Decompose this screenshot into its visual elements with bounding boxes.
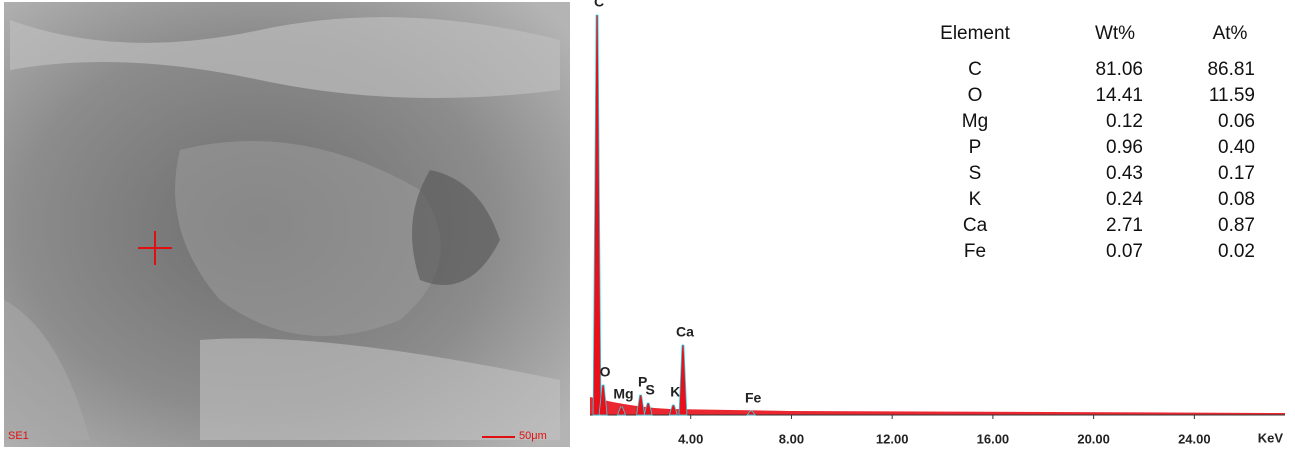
scale-bar-label: 50μm [519, 430, 547, 442]
table-cell: K [969, 189, 982, 210]
composition-table: Element Wt% At% C 81.06 86.81 O 14.41 11.59 Mg 0.1… [940, 23, 1255, 262]
peak-label: C [594, 0, 604, 10]
table-cell: 0.06 [1218, 111, 1255, 132]
table-cell: 0.43 [1106, 163, 1143, 184]
peak [679, 345, 687, 415]
sem-image: SE1 50μm [4, 2, 570, 447]
x-tick-label: 12.00 [876, 431, 909, 446]
table-cell: 0.02 [1218, 241, 1255, 262]
table-cell: 0.17 [1218, 163, 1255, 184]
peak-label: O [600, 364, 611, 380]
table-cell: Fe [964, 241, 986, 262]
peak [669, 405, 677, 415]
peak-label: Mg [613, 386, 633, 402]
table-cell: 14.41 [1095, 85, 1143, 106]
continuum [590, 397, 1285, 415]
x-tick-label: 16.00 [977, 431, 1010, 446]
table-cell: C [968, 59, 982, 80]
peak-label: S [645, 382, 654, 398]
table-cell: P [969, 137, 982, 158]
figure: SE1 50μm 4.00 8.00 12.00 16.00 20.00 24.00 KeV… [0, 0, 1295, 449]
table-cell: Ca [963, 215, 988, 236]
peak [593, 15, 601, 415]
table-cell: S [969, 163, 982, 184]
x-tick-label: 24.00 [1178, 431, 1211, 446]
table-cell: 0.87 [1218, 215, 1255, 236]
table-cell: 0.24 [1106, 189, 1143, 210]
table-cell: 81.06 [1095, 59, 1143, 80]
x-tick-label: 20.00 [1077, 431, 1110, 446]
table-header: Wt% [1095, 23, 1135, 44]
table-cell: 0.96 [1106, 137, 1143, 158]
peak [637, 395, 645, 415]
x-tick-label: 4.00 [678, 431, 703, 446]
table-cell: 0.12 [1106, 111, 1143, 132]
page: SE1 50μm 4.00 8.00 12.00 16.00 20.00 24.00 KeV… [0, 0, 1295, 454]
table-cell: 0.07 [1106, 241, 1143, 262]
peak [644, 403, 652, 415]
table-header: Element [940, 23, 1010, 44]
peak-label: K [670, 384, 680, 400]
table-cell: O [968, 85, 983, 106]
table-cell: 2.71 [1106, 215, 1143, 236]
table-cell: 0.08 [1218, 189, 1255, 210]
table-cell: 0.40 [1218, 137, 1255, 158]
peak-label: Fe [745, 390, 762, 406]
x-axis-label: KeV [1258, 430, 1284, 445]
table-cell: Mg [962, 111, 988, 132]
table-header: At% [1213, 23, 1248, 44]
table-cell: 86.81 [1207, 59, 1255, 80]
table-cell: 11.59 [1209, 85, 1255, 106]
detector-label: SE1 [8, 430, 29, 442]
peak-label: Ca [676, 324, 694, 340]
x-tick-label: 8.00 [779, 431, 804, 446]
